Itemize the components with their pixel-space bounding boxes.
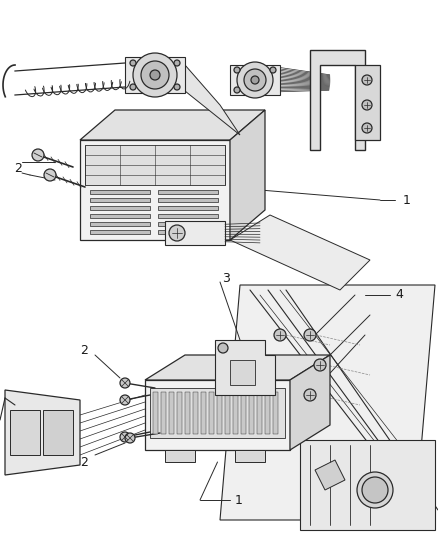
Circle shape — [234, 87, 240, 93]
Circle shape — [218, 343, 228, 353]
Circle shape — [120, 432, 130, 442]
Bar — [10, 410, 40, 455]
Circle shape — [120, 378, 130, 388]
Circle shape — [362, 75, 372, 85]
Circle shape — [169, 225, 185, 241]
Polygon shape — [145, 355, 330, 380]
Polygon shape — [310, 50, 365, 150]
Bar — [158, 206, 218, 210]
Circle shape — [125, 433, 135, 443]
Polygon shape — [145, 380, 290, 450]
Circle shape — [362, 477, 388, 503]
Polygon shape — [80, 110, 265, 140]
Bar — [209, 392, 214, 434]
Bar — [225, 392, 230, 434]
Bar — [230, 65, 280, 95]
Bar — [165, 450, 195, 462]
Circle shape — [130, 60, 136, 66]
Polygon shape — [230, 110, 265, 240]
Circle shape — [234, 67, 240, 73]
Bar — [150, 388, 285, 438]
Circle shape — [44, 169, 56, 181]
Text: 4: 4 — [395, 288, 403, 302]
Polygon shape — [230, 215, 370, 290]
Bar — [158, 222, 218, 226]
Bar — [265, 392, 270, 434]
Polygon shape — [355, 65, 380, 140]
Bar — [230, 360, 255, 385]
Circle shape — [274, 329, 286, 341]
Circle shape — [362, 123, 372, 133]
Bar — [165, 221, 225, 245]
Bar — [241, 392, 246, 434]
Bar — [233, 392, 238, 434]
Circle shape — [237, 62, 273, 98]
Bar — [201, 392, 206, 434]
Bar — [158, 230, 218, 234]
Bar — [158, 214, 218, 218]
Bar — [90, 206, 150, 210]
Bar — [90, 198, 150, 202]
Polygon shape — [5, 390, 80, 475]
Bar — [161, 392, 166, 434]
Circle shape — [357, 472, 393, 508]
Circle shape — [150, 70, 160, 80]
Text: 2: 2 — [80, 456, 88, 469]
Bar — [158, 190, 218, 194]
Bar — [273, 392, 278, 434]
Bar — [158, 198, 218, 202]
Bar — [90, 190, 150, 194]
Bar — [169, 392, 174, 434]
Bar — [217, 392, 222, 434]
Circle shape — [304, 389, 316, 401]
Circle shape — [120, 395, 130, 405]
Polygon shape — [290, 355, 330, 450]
Bar — [257, 392, 262, 434]
Polygon shape — [220, 285, 435, 520]
Bar — [85, 145, 225, 185]
Polygon shape — [315, 460, 345, 490]
Circle shape — [133, 53, 177, 97]
Bar — [177, 392, 182, 434]
Bar — [125, 57, 185, 93]
Text: 2: 2 — [14, 161, 22, 174]
Bar — [90, 214, 150, 218]
Circle shape — [314, 359, 326, 371]
Text: 1: 1 — [235, 494, 243, 506]
Polygon shape — [175, 65, 240, 135]
Circle shape — [130, 84, 136, 90]
Circle shape — [174, 60, 180, 66]
Text: 3: 3 — [222, 271, 230, 285]
Bar — [185, 392, 190, 434]
Bar — [90, 222, 150, 226]
Text: 1: 1 — [403, 193, 411, 206]
Circle shape — [251, 76, 259, 84]
Circle shape — [141, 61, 169, 89]
Circle shape — [32, 149, 44, 161]
Circle shape — [304, 329, 316, 341]
Bar — [43, 410, 73, 455]
Polygon shape — [300, 440, 435, 530]
Bar — [153, 392, 158, 434]
Polygon shape — [80, 140, 230, 240]
Circle shape — [244, 69, 266, 91]
Bar — [235, 450, 265, 462]
Text: 2: 2 — [80, 343, 88, 357]
Bar — [193, 392, 198, 434]
Circle shape — [270, 67, 276, 73]
Bar — [249, 392, 254, 434]
Polygon shape — [215, 340, 275, 395]
Bar — [90, 230, 150, 234]
Circle shape — [174, 84, 180, 90]
Circle shape — [362, 100, 372, 110]
